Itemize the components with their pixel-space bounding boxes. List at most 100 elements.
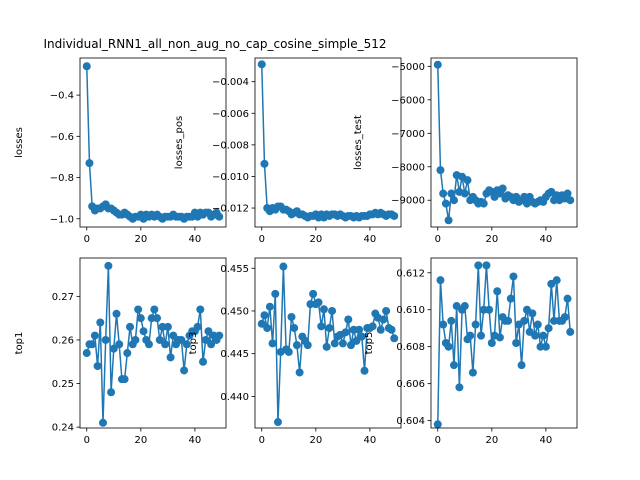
chart-title: Individual_RNN1_all_non_aug_no_cap_cosin… bbox=[43, 37, 386, 51]
data-point bbox=[166, 353, 175, 362]
data-point bbox=[463, 176, 472, 185]
y-tick-label: 0.450 bbox=[220, 306, 249, 317]
data-point bbox=[109, 344, 118, 353]
y-tick-label: 0.606 bbox=[396, 379, 425, 390]
data-point bbox=[444, 342, 453, 351]
data-point bbox=[506, 294, 515, 303]
data-point bbox=[215, 212, 224, 221]
data-point bbox=[341, 328, 350, 337]
data-point bbox=[449, 361, 458, 370]
data-point bbox=[107, 388, 116, 397]
data-point bbox=[260, 311, 269, 320]
data-point bbox=[563, 189, 572, 198]
x-tick-label: 20 bbox=[134, 234, 147, 245]
x-tick-label: 0 bbox=[84, 234, 90, 245]
data-point bbox=[466, 331, 475, 340]
data-point bbox=[468, 368, 477, 377]
x-tick-label: 20 bbox=[485, 435, 498, 446]
data-point bbox=[317, 322, 326, 331]
data-point bbox=[155, 335, 164, 344]
data-point bbox=[512, 339, 521, 347]
subplot-top3: 0 20 40 0.440 0.445 0.450 0.455 top3 bbox=[188, 257, 402, 446]
data-point bbox=[566, 327, 575, 336]
y-tick-label: 0.24 bbox=[52, 423, 74, 434]
data-point bbox=[460, 302, 469, 311]
data-point bbox=[265, 302, 274, 311]
data-point bbox=[376, 325, 385, 334]
data-point bbox=[325, 324, 334, 333]
data-point bbox=[201, 335, 210, 344]
series-line bbox=[437, 265, 571, 425]
data-point bbox=[295, 368, 304, 377]
data-point bbox=[509, 272, 518, 281]
y-axis-label: top5 bbox=[364, 332, 375, 355]
data-point bbox=[560, 313, 569, 322]
data-point bbox=[136, 314, 145, 323]
y-tick-label: −0.010 bbox=[212, 172, 249, 183]
data-point bbox=[303, 341, 312, 350]
y-tick-label: −9000 bbox=[391, 196, 425, 207]
data-point bbox=[257, 319, 266, 328]
data-point bbox=[134, 305, 143, 314]
y-tick-label: 0.610 bbox=[396, 305, 425, 316]
subplot-losses-pos: 0 20 40 −0.004 −0.006 −0.008 −0.010 −0.012 losse… bbox=[174, 57, 402, 245]
data-point bbox=[150, 305, 159, 314]
data-point bbox=[193, 322, 202, 331]
data-point bbox=[120, 375, 129, 384]
data-point bbox=[390, 334, 399, 343]
data-point bbox=[215, 331, 224, 340]
data-point bbox=[449, 196, 458, 205]
data-point bbox=[444, 216, 453, 225]
x-tick-label: 0 bbox=[435, 435, 441, 446]
data-point bbox=[287, 312, 296, 321]
data-point bbox=[517, 361, 526, 370]
y-tick-label: −6000 bbox=[391, 95, 425, 106]
y-axis-label: top1 bbox=[14, 332, 25, 355]
data-point bbox=[182, 340, 191, 349]
series-line bbox=[261, 64, 395, 219]
y-tick-label: −7000 bbox=[391, 129, 425, 140]
y-tick-label: 0.608 bbox=[396, 342, 425, 353]
data-point bbox=[177, 335, 186, 344]
y-tick-label: −0.008 bbox=[212, 140, 249, 151]
data-point bbox=[436, 276, 445, 285]
data-point bbox=[455, 383, 464, 392]
x-tick-label: 20 bbox=[134, 435, 147, 446]
plot-frame bbox=[79, 257, 227, 429]
data-point bbox=[390, 211, 399, 220]
subplot-top5: 0 20 40 0.604 0.606 0.608 0.610 0.612 top5 bbox=[364, 257, 578, 446]
data-point bbox=[93, 362, 102, 371]
data-point bbox=[471, 320, 480, 329]
data-point bbox=[82, 349, 91, 358]
data-point bbox=[439, 320, 448, 329]
y-axis-label: losses_pos bbox=[174, 116, 185, 169]
data-point bbox=[144, 340, 153, 349]
data-point bbox=[520, 316, 529, 325]
data-point bbox=[566, 196, 575, 205]
data-point bbox=[338, 339, 347, 348]
data-point bbox=[104, 261, 113, 270]
y-tick-label: −5000 bbox=[391, 62, 425, 73]
plot-frame bbox=[430, 257, 578, 429]
data-point bbox=[487, 339, 496, 347]
y-tick-label: 0.440 bbox=[220, 392, 249, 403]
data-point bbox=[436, 166, 445, 175]
x-tick-label: 0 bbox=[84, 435, 90, 446]
data-point bbox=[328, 306, 337, 315]
x-tick-label: 20 bbox=[485, 234, 498, 245]
y-tick-label: 0.27 bbox=[52, 292, 74, 303]
data-point bbox=[180, 366, 189, 375]
data-point bbox=[346, 341, 355, 350]
y-axis-label: losses bbox=[14, 127, 25, 158]
data-point bbox=[153, 314, 162, 323]
data-point bbox=[169, 331, 178, 340]
x-tick-label: 40 bbox=[364, 435, 377, 446]
series-line bbox=[86, 265, 220, 423]
data-point bbox=[433, 60, 442, 69]
data-point bbox=[309, 289, 318, 298]
data-point bbox=[552, 276, 561, 285]
y-tick-label: 0.604 bbox=[396, 416, 425, 427]
y-tick-label: −0.6 bbox=[50, 132, 74, 143]
data-point bbox=[447, 189, 456, 198]
